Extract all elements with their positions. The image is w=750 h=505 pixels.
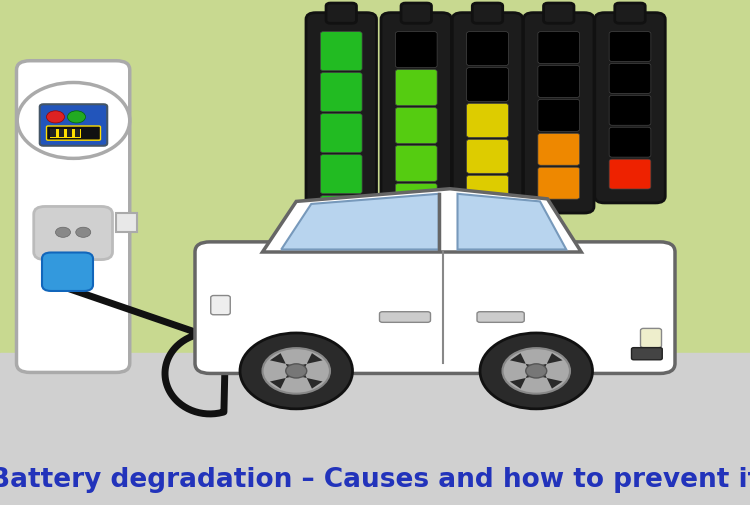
Circle shape (76, 228, 91, 238)
FancyBboxPatch shape (538, 100, 580, 132)
FancyBboxPatch shape (306, 14, 376, 249)
FancyBboxPatch shape (615, 4, 645, 24)
FancyBboxPatch shape (16, 62, 130, 373)
Bar (58, 130, 64, 138)
FancyBboxPatch shape (34, 207, 112, 260)
FancyBboxPatch shape (326, 4, 356, 24)
Polygon shape (281, 194, 439, 250)
Bar (0, 0, 750, 354)
Circle shape (480, 333, 592, 409)
FancyBboxPatch shape (609, 65, 651, 94)
FancyBboxPatch shape (640, 329, 662, 348)
FancyBboxPatch shape (472, 4, 502, 24)
FancyBboxPatch shape (211, 296, 230, 315)
FancyBboxPatch shape (538, 32, 580, 65)
FancyBboxPatch shape (320, 196, 362, 235)
Circle shape (503, 348, 570, 394)
FancyBboxPatch shape (320, 73, 362, 112)
FancyBboxPatch shape (609, 96, 651, 126)
FancyBboxPatch shape (466, 32, 509, 67)
FancyBboxPatch shape (380, 312, 430, 323)
Bar (50, 130, 55, 138)
Bar (50, 129, 81, 138)
Polygon shape (458, 194, 566, 250)
Polygon shape (262, 189, 581, 252)
Bar (67, 130, 72, 138)
FancyBboxPatch shape (395, 184, 437, 220)
FancyBboxPatch shape (401, 4, 431, 24)
Circle shape (56, 228, 70, 238)
FancyBboxPatch shape (42, 253, 93, 291)
FancyBboxPatch shape (477, 312, 524, 323)
FancyBboxPatch shape (395, 70, 437, 106)
FancyBboxPatch shape (609, 160, 651, 189)
Circle shape (46, 112, 64, 124)
FancyBboxPatch shape (320, 114, 362, 154)
Polygon shape (510, 354, 542, 375)
FancyBboxPatch shape (632, 348, 662, 360)
Polygon shape (531, 368, 562, 389)
FancyBboxPatch shape (544, 4, 574, 24)
FancyBboxPatch shape (466, 69, 509, 102)
Bar (0, 354, 750, 505)
Text: Battery degradation – Causes and how to prevent it: Battery degradation – Causes and how to … (0, 467, 750, 492)
FancyBboxPatch shape (452, 14, 523, 224)
Polygon shape (531, 354, 562, 375)
FancyBboxPatch shape (466, 140, 509, 174)
FancyBboxPatch shape (609, 32, 651, 63)
FancyBboxPatch shape (538, 134, 580, 166)
Polygon shape (510, 368, 542, 389)
FancyBboxPatch shape (320, 156, 362, 194)
Circle shape (526, 364, 547, 378)
FancyBboxPatch shape (395, 32, 437, 68)
Polygon shape (270, 368, 302, 389)
FancyBboxPatch shape (538, 67, 580, 98)
Polygon shape (270, 354, 302, 375)
FancyBboxPatch shape (40, 105, 107, 146)
Bar (116, 213, 137, 232)
Circle shape (17, 83, 130, 159)
Polygon shape (291, 368, 322, 389)
FancyBboxPatch shape (395, 146, 437, 182)
FancyBboxPatch shape (195, 242, 675, 374)
Circle shape (68, 112, 86, 124)
FancyBboxPatch shape (46, 127, 100, 141)
FancyBboxPatch shape (320, 32, 362, 71)
FancyBboxPatch shape (466, 176, 509, 210)
FancyBboxPatch shape (524, 14, 594, 214)
FancyBboxPatch shape (381, 14, 452, 234)
FancyBboxPatch shape (609, 128, 651, 158)
Circle shape (286, 364, 307, 378)
Polygon shape (291, 354, 322, 375)
Circle shape (262, 348, 330, 394)
FancyBboxPatch shape (595, 14, 665, 204)
Circle shape (240, 333, 352, 409)
FancyBboxPatch shape (395, 108, 437, 144)
FancyBboxPatch shape (538, 168, 580, 199)
Bar (75, 130, 80, 138)
FancyBboxPatch shape (466, 105, 509, 138)
